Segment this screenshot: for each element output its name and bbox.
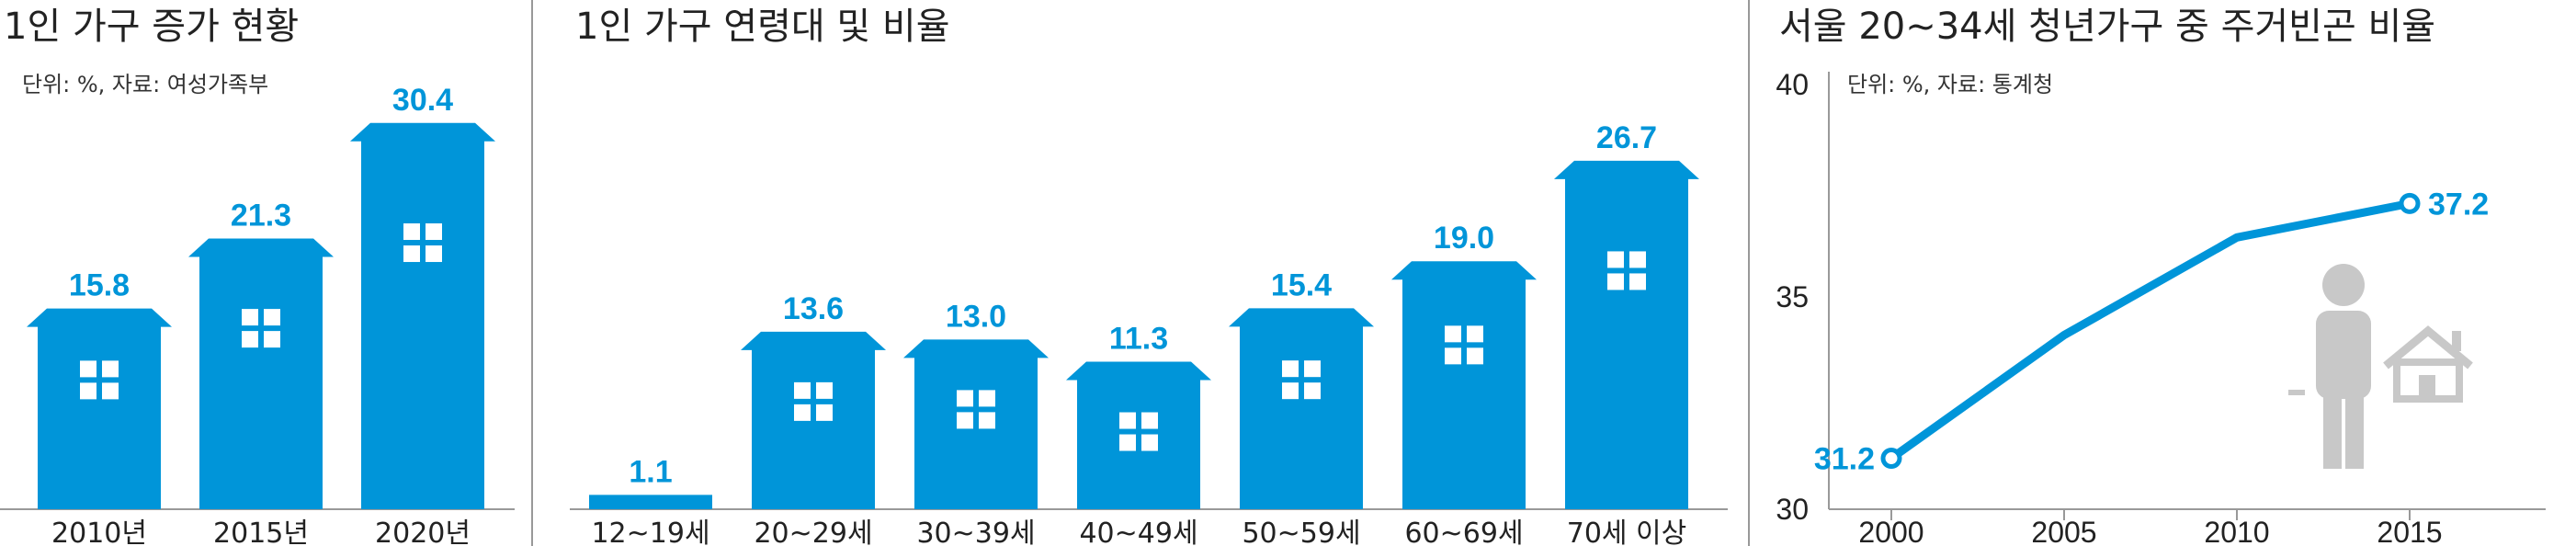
bar-house: 13.0 30~39세 (903, 299, 1049, 546)
value-label: 30.4 (392, 83, 453, 118)
bar (589, 495, 712, 509)
bar (1554, 160, 1699, 510)
bar-house: 1.1 12~19세 (589, 454, 712, 546)
value-label: 26.7 (1596, 120, 1657, 155)
category-label: 2020년 (375, 518, 471, 546)
chart-3-subtitle: 단위: %, 자료: 통계청 (1847, 72, 2053, 97)
chart-household-growth: 1인 가구 증가 현황 단위: %, 자료: 여성가족부 15.8 2010년 21… (0, 6, 515, 546)
bar (741, 331, 886, 509)
bar-house: 26.7 70세 이상 (1554, 120, 1699, 546)
category-label: 50~59세 (1242, 518, 1360, 546)
y-tick-label: 40 (1776, 68, 1809, 101)
bar (1229, 308, 1374, 509)
bar-house: 30.4 2020년 (350, 83, 495, 546)
chart-1-title: 1인 가구 증가 현황 (4, 6, 299, 48)
value-label: 11.3 (1109, 322, 1168, 357)
window-icon (1445, 325, 1483, 365)
bar-house: 13.6 20~29세 (741, 291, 886, 546)
value-label: 13.6 (783, 291, 844, 326)
bar (350, 122, 495, 509)
y-tick-label: 30 (1776, 493, 1809, 526)
chart-youth-housing-poverty: 서울 20~34세 청년가구 중 주거빈곤 비율 단위: %, 자료: 통계청 … (1776, 6, 2546, 546)
chart-2-title: 1인 가구 연령대 및 비율 (575, 6, 950, 48)
point-label: 37.2 (2428, 187, 2489, 222)
bar-house: 19.0 60~69세 (1391, 221, 1537, 546)
data-point (1880, 448, 1902, 470)
bar-house: 15.4 50~59세 (1229, 267, 1374, 546)
category-label: 2015년 (213, 518, 309, 546)
bar-house: 11.3 40~49세 (1066, 322, 1211, 546)
bar (1391, 261, 1537, 509)
x-tick-label: 2015 (2377, 516, 2442, 546)
window-icon (957, 390, 995, 429)
category-label: 40~49세 (1079, 518, 1197, 546)
category-label: 20~29세 (754, 518, 872, 546)
chart-3-title: 서울 20~34세 청년가구 중 주거빈곤 비율 (1779, 6, 2435, 48)
x-tick-label: 2000 (1858, 516, 1923, 546)
window-icon (1607, 251, 1646, 290)
x-tick-label: 2010 (2204, 516, 2269, 546)
value-label: 15.8 (69, 268, 130, 303)
y-tick-label: 35 (1776, 280, 1809, 313)
window-icon (80, 360, 119, 400)
value-label: 19.0 (1434, 221, 1494, 256)
bar (188, 238, 334, 509)
category-label: 30~39세 (916, 518, 1035, 546)
window-icon (1119, 412, 1158, 451)
chart-1-subtitle: 단위: %, 자료: 여성가족부 (22, 72, 268, 97)
value-label: 21.3 (231, 199, 291, 233)
x-tick-label: 2005 (2031, 516, 2096, 546)
data-point (2399, 192, 2421, 214)
bar-house: 15.8 2010년 (27, 268, 172, 546)
category-label: 70세 이상 (1567, 518, 1687, 546)
person-house-icon (2288, 264, 2473, 469)
category-label: 60~69세 (1404, 518, 1523, 546)
window-icon (242, 309, 280, 348)
bar-house: 21.3 2015년 (188, 199, 334, 546)
category-label: 2010년 (51, 518, 147, 546)
series-line (1889, 199, 2411, 462)
value-label: 15.4 (1271, 267, 1332, 302)
point-label: 31.2 (1814, 442, 1875, 477)
value-label: 13.0 (946, 299, 1006, 334)
bar (1066, 361, 1211, 509)
bar (27, 308, 172, 509)
window-icon (1282, 360, 1321, 400)
window-icon (794, 381, 833, 421)
chart-age-distribution: 1인 가구 연령대 및 비율 1.1 12~19세 13.6 20~29세 13.0 30… (570, 6, 1728, 546)
category-label: 12~19세 (591, 518, 709, 546)
bar (903, 339, 1049, 509)
window-icon (403, 223, 442, 263)
value-label: 1.1 (629, 454, 672, 489)
